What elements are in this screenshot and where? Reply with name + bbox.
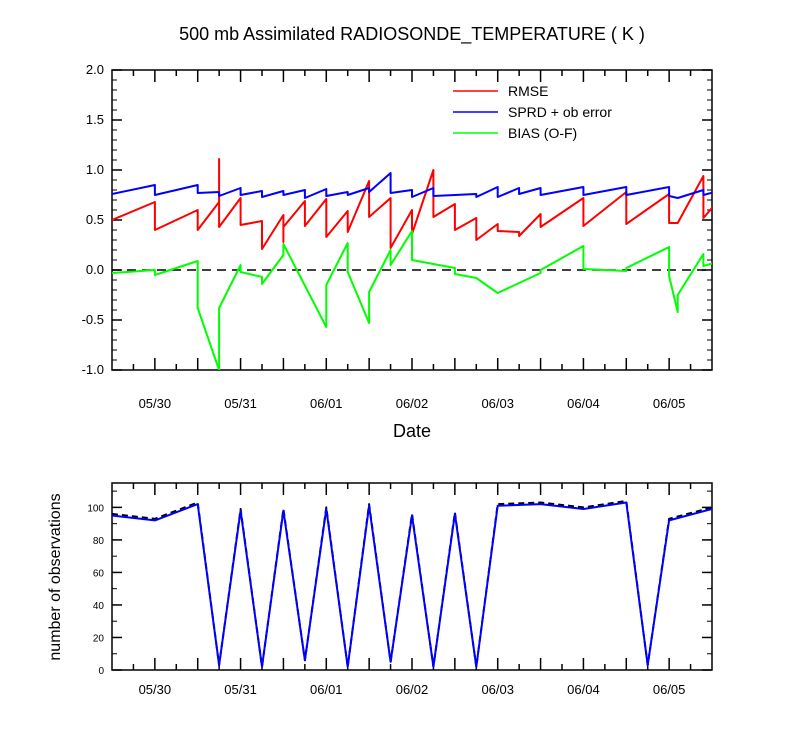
y-tick-label: 60 xyxy=(93,568,105,579)
series-line-series-0 xyxy=(112,499,712,668)
y-tick-label: 2.0 xyxy=(86,62,104,77)
x-axis-label: Date xyxy=(393,421,431,441)
y-tick-label: 0.5 xyxy=(86,212,104,227)
x-tick-label: 05/30 xyxy=(139,396,172,411)
y-tick-label: 80 xyxy=(93,536,105,547)
series-line-sprd-ob-error xyxy=(112,172,712,199)
legend-entry: SPRD + ob error xyxy=(508,104,612,120)
y-tick-label: 40 xyxy=(93,601,105,612)
y-tick-label: 20 xyxy=(93,633,105,644)
x-tick-label: 06/04 xyxy=(567,682,600,697)
x-tick-label: 06/02 xyxy=(396,682,429,697)
y-tick-label: 0.0 xyxy=(86,262,104,277)
plot-frame xyxy=(111,482,713,671)
y-tick-label: -1.0 xyxy=(82,362,104,377)
series-line-bias-o-f xyxy=(112,230,712,370)
x-tick-label: 06/05 xyxy=(653,396,686,411)
y-tick-label: -0.5 xyxy=(82,312,104,327)
x-tick-label: 06/03 xyxy=(481,396,514,411)
legend-entry: RMSE xyxy=(508,83,548,99)
series-line-series-1 xyxy=(112,501,712,668)
y-tick-label: 0 xyxy=(98,666,104,677)
x-tick-label: 06/03 xyxy=(481,682,514,697)
x-tick-label: 05/30 xyxy=(139,682,172,697)
chart-title: 500 mb Assimilated RADIOSONDE_TEMPERATUR… xyxy=(179,24,645,45)
x-tick-label: 06/01 xyxy=(310,396,343,411)
x-tick-label: 06/04 xyxy=(567,396,600,411)
y-tick-label: 1.0 xyxy=(86,162,104,177)
bottom-plot: 05/30 05/31 06/01 06/02 06/03 06/04 06/05 0 20 40… xyxy=(87,482,713,697)
x-tick-label: 05/31 xyxy=(224,396,257,411)
series-line-rmse xyxy=(112,158,712,250)
x-tick-label: 05/31 xyxy=(224,682,257,697)
x-tick-label: 06/01 xyxy=(310,682,343,697)
top-plot: 05/30 05/31 06/01 06/02 06/03 06/04 06/05 -1.0 -… xyxy=(82,62,713,411)
legend-entry: BIAS (O-F) xyxy=(508,125,577,141)
x-tick-label: 06/02 xyxy=(396,396,429,411)
y-tick-label: 100 xyxy=(87,503,104,514)
y-tick-label: 1.5 xyxy=(86,112,104,127)
x-tick-label: 06/05 xyxy=(653,682,686,697)
y-axis-label-bottom: number of observations xyxy=(47,493,64,660)
